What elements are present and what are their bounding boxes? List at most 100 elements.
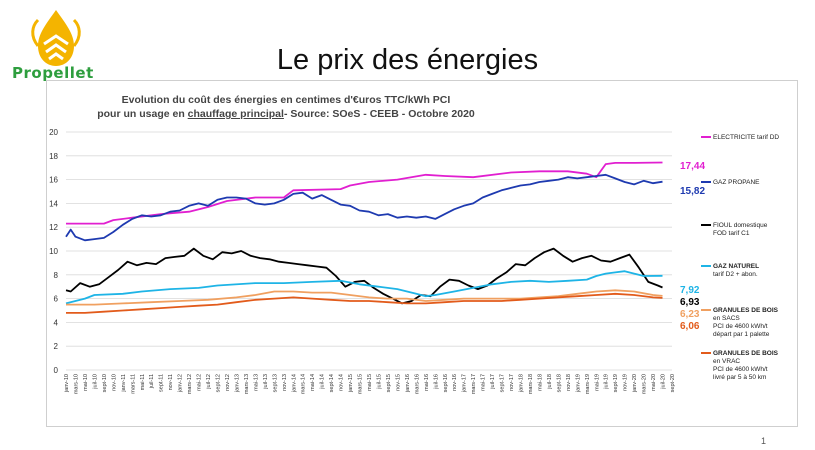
x-tick-label: nov-12 — [225, 374, 231, 391]
x-tick-label: mai-17 — [481, 374, 487, 391]
legend-label-fioul: FIOUL domestique — [713, 222, 768, 229]
x-tick-label: nov-16 — [452, 374, 458, 391]
x-tick-label: mai-18 — [537, 374, 543, 391]
x-tick-label: janv-20 — [632, 374, 638, 393]
x-tick-label: juil-15 — [376, 374, 382, 390]
x-tick-label: juil-16 — [433, 374, 439, 390]
series-line-gvrac — [66, 292, 663, 314]
y-tick-label: 10 — [49, 247, 58, 256]
x-tick-label: juil-17 — [490, 374, 496, 390]
x-tick-label: janv-12 — [178, 374, 184, 393]
legend-label-gaznat: GAZ NATUREL — [713, 263, 759, 270]
x-tick-label: juil-12 — [206, 374, 212, 390]
x-tick-label: juil-13 — [263, 374, 269, 390]
x-tick-label: janv-10 — [64, 374, 70, 393]
series-line-elec — [66, 161, 663, 225]
y-tick-label: 20 — [49, 128, 58, 137]
chart-title-line2-underlined: chauffage principal — [187, 108, 284, 120]
legend-label-gvrac: GRANULES DE BOIS — [713, 350, 779, 357]
legend-label-gaz: GAZ PROPANE — [713, 179, 760, 186]
end-value-label-gaznat: 7,92 — [680, 285, 700, 296]
y-tick-label: 0 — [54, 366, 59, 375]
propellet-logo-icon — [31, 10, 81, 66]
legend-label-gsacs: départ par 1 palette — [713, 331, 770, 338]
chart-title-line2-b: - Source: SOeS - CEEB - Octobre 2020 — [283, 108, 475, 120]
x-tick-label: mars-18 — [528, 374, 534, 394]
x-tick-label: mars-11 — [130, 374, 136, 394]
x-tick-label: nov-15 — [395, 374, 401, 391]
x-tick-label: mai-13 — [253, 374, 259, 391]
chart-frame — [46, 80, 798, 427]
x-tick-label: mai-20 — [651, 374, 657, 391]
x-tick-label: sept-14 — [329, 374, 335, 392]
end-value-label-gsacs: 6,23 — [680, 309, 700, 320]
y-tick-label: 18 — [49, 152, 58, 161]
y-tick-label: 6 — [54, 295, 59, 304]
x-tick-label: nov-13 — [282, 374, 288, 391]
x-tick-label: mars-19 — [585, 374, 591, 394]
legend-label-gvrac: livré par 5 à 50 km — [713, 374, 766, 381]
x-tick-label: mars-16 — [414, 374, 420, 394]
x-tick-label: mai-14 — [310, 374, 316, 391]
end-value-label-fioul: 6,93 — [680, 297, 700, 308]
legend-label-gsacs: PCI de 4600 kWh/t — [713, 323, 768, 330]
x-tick-label: mars-10 — [73, 374, 79, 394]
legend-label-fioul: FOD tarif C1 — [713, 230, 750, 237]
x-tick-label: juil-19 — [604, 374, 610, 390]
legend-label-gvrac: en VRAC — [713, 358, 740, 365]
x-tick-label: mai-15 — [367, 374, 373, 391]
legend-label-gsacs: GRANULES DE BOIS — [713, 307, 779, 314]
chart-title: Evolution du coût des énergies en centim… — [46, 93, 526, 121]
x-tick-label: sept-15 — [386, 374, 392, 392]
x-tick-label: sept-12 — [216, 374, 222, 392]
brand-name: Propellet — [12, 64, 94, 82]
legend-label-gvrac: PCI de 4600 kWh/t — [713, 366, 768, 373]
end-value-label-gaz: 15,82 — [680, 186, 705, 197]
end-value-label-elec: 17,44 — [680, 161, 705, 172]
x-tick-label: mars-15 — [358, 374, 364, 394]
x-tick-label: sept-13 — [272, 374, 278, 392]
series-line-fioul — [65, 247, 663, 305]
series-line-gsacs — [66, 289, 663, 306]
x-tick-label: nov-10 — [111, 374, 117, 391]
x-tick-label: mai-19 — [594, 374, 600, 391]
chart-title-line2-a: pour un usage en — [97, 108, 188, 120]
y-tick-label: 12 — [49, 223, 58, 232]
x-tick-label: sept-10 — [102, 374, 108, 392]
x-tick-label: mai-16 — [424, 374, 430, 391]
x-tick-label: janv-14 — [291, 374, 297, 393]
x-tick-label: juil-14 — [320, 374, 326, 390]
x-tick-label: sept-19 — [613, 374, 619, 392]
y-tick-label: 2 — [54, 342, 59, 351]
x-tick-label: mars-14 — [301, 374, 307, 394]
x-tick-label: janv-11 — [121, 374, 127, 393]
legend-label-gsacs: en SACS — [713, 315, 740, 322]
slide-title: Le prix des énergies — [276, 44, 539, 76]
x-tick-label: nov-18 — [566, 374, 572, 391]
x-tick-label: janv-13 — [234, 374, 240, 393]
x-tick-label: mars-13 — [244, 374, 250, 394]
page-number: 1 — [760, 436, 766, 446]
x-tick-label: sept-11 — [159, 374, 165, 392]
x-tick-label: janv-18 — [519, 374, 525, 393]
x-tick-label: mars-20 — [642, 374, 648, 394]
x-tick-label: mars-17 — [471, 374, 477, 394]
chart-title-line2: pour un usage en chauffage principal- So… — [46, 107, 526, 121]
x-tick-label: sept-17 — [500, 374, 506, 392]
x-tick-label: janv-15 — [348, 374, 354, 393]
end-value-label-gvrac: 6,06 — [680, 321, 700, 332]
x-tick-label: sept-16 — [443, 374, 449, 392]
x-tick-label: nov-17 — [509, 374, 515, 391]
x-tick-label: juil-11 — [149, 374, 155, 389]
x-tick-label: janv-17 — [462, 374, 468, 393]
x-tick-label: nov-11 — [168, 374, 174, 390]
x-tick-label: mai-10 — [83, 374, 89, 391]
x-tick-label: mars-12 — [187, 374, 193, 394]
series-line-gaznat — [65, 270, 663, 305]
legend-label-gaznat: tarif D2 + abon. — [713, 271, 758, 278]
chart-title-line1: Evolution du coût des énergies en centim… — [121, 94, 451, 106]
x-tick-label: juil-10 — [92, 374, 98, 390]
legend-label-elec: ELECTRICITE tarif DD — [713, 134, 779, 141]
y-tick-label: 4 — [54, 318, 59, 327]
